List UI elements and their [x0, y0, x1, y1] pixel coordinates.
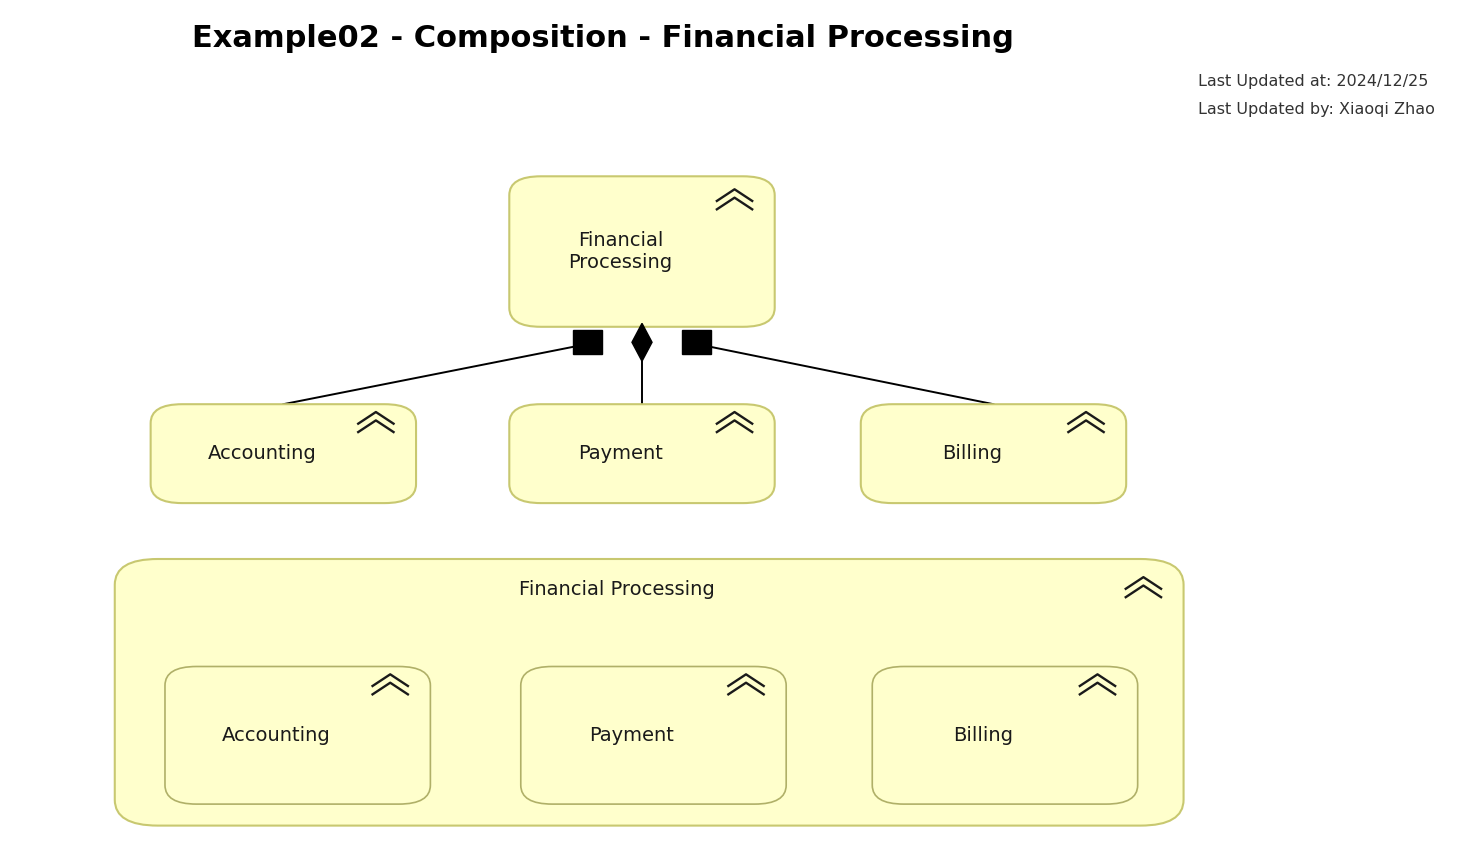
- FancyBboxPatch shape: [574, 330, 602, 354]
- FancyBboxPatch shape: [165, 666, 430, 804]
- FancyBboxPatch shape: [682, 330, 711, 354]
- Polygon shape: [631, 323, 652, 361]
- Text: Example02 - Composition - Financial Processing: Example02 - Composition - Financial Proc…: [191, 24, 1014, 53]
- FancyBboxPatch shape: [151, 404, 416, 503]
- Text: Billing: Billing: [943, 444, 1002, 464]
- FancyBboxPatch shape: [873, 666, 1138, 804]
- Text: Billing: Billing: [953, 726, 1014, 745]
- Text: Payment: Payment: [590, 726, 674, 745]
- FancyBboxPatch shape: [510, 404, 775, 503]
- Text: Financial Processing: Financial Processing: [519, 580, 714, 599]
- Text: Payment: Payment: [578, 444, 662, 464]
- Text: Last Updated by: Xiaoqi Zhao: Last Updated by: Xiaoqi Zhao: [1197, 101, 1435, 117]
- FancyBboxPatch shape: [510, 176, 775, 327]
- FancyBboxPatch shape: [520, 666, 785, 804]
- Text: Accounting: Accounting: [207, 444, 316, 464]
- Text: Last Updated at: 2024/12/25: Last Updated at: 2024/12/25: [1197, 74, 1429, 89]
- Text: Financial
Processing: Financial Processing: [569, 231, 673, 272]
- FancyBboxPatch shape: [861, 404, 1126, 503]
- FancyBboxPatch shape: [114, 559, 1184, 826]
- Text: Accounting: Accounting: [222, 726, 330, 745]
